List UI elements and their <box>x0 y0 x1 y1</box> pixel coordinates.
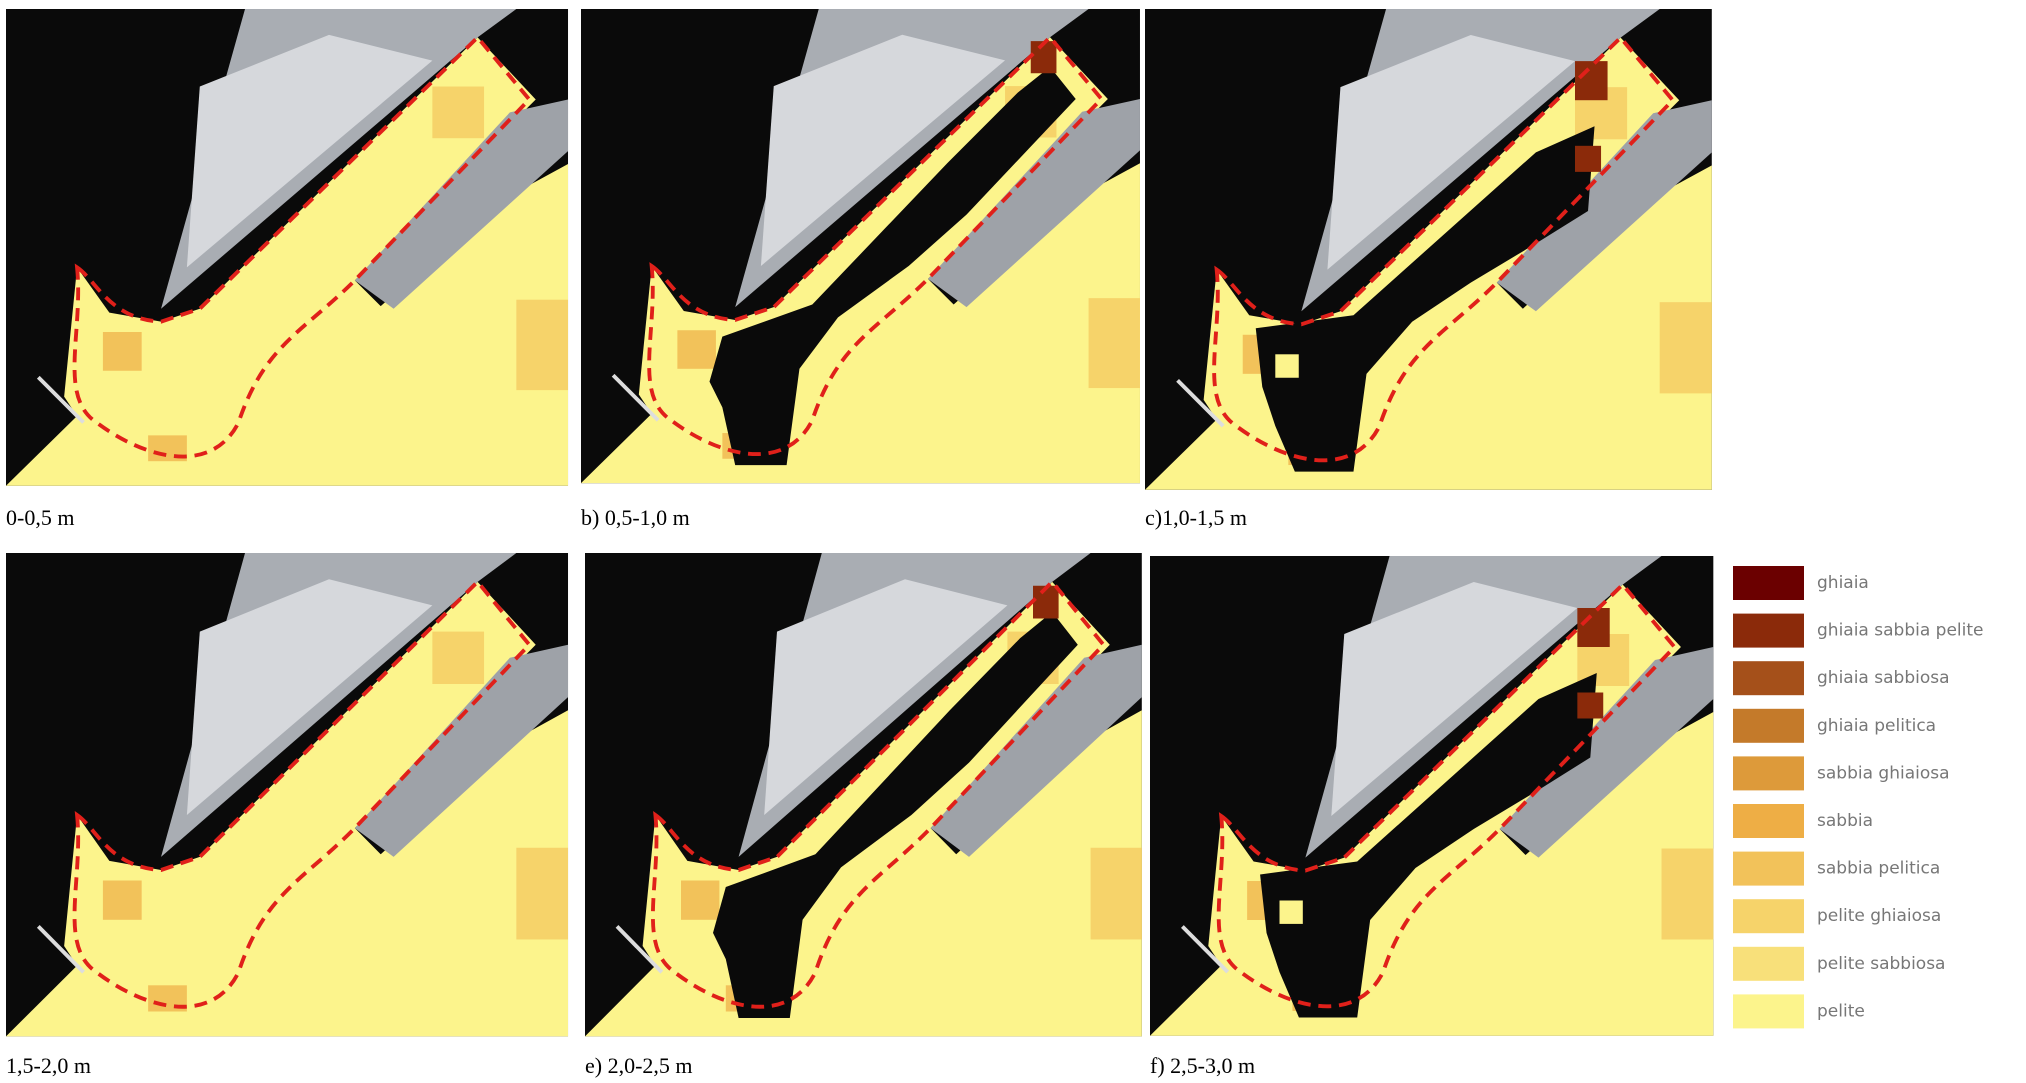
legend-label: sabbia ghiaiosa <box>1817 763 1950 783</box>
legend-label: ghiaia sabbia pelite <box>1817 621 1983 641</box>
legend-swatch <box>1733 947 1804 981</box>
legend-label: sabbia pelitica <box>1817 859 1940 879</box>
caption: 1,5-2,0 m <box>6 1053 91 1079</box>
caption: b) 0,5-1,0 m <box>581 505 690 531</box>
map-panel-a <box>6 9 568 486</box>
map-panel-c <box>1145 9 1712 490</box>
legend-swatch <box>1733 804 1804 838</box>
caption: e) 2,0-2,5 m <box>585 1053 693 1079</box>
legend-swatch <box>1733 566 1804 600</box>
legend-swatch <box>1733 756 1804 790</box>
map-panel-b <box>581 9 1140 483</box>
caption: 0-0,5 m <box>6 505 74 531</box>
legend-label: ghiaia pelitica <box>1817 716 1936 736</box>
legend-swatch <box>1733 661 1804 695</box>
caption: c)1,0-1,5 m <box>1145 505 1247 531</box>
maps: ghiaia ghiaia sabbia pelite ghiaia sabbios… <box>0 0 2026 1083</box>
legend-swatch <box>1733 709 1804 743</box>
legend-swatch <box>1733 899 1804 933</box>
legend-swatch <box>1733 852 1804 886</box>
legend-label: ghiaia <box>1817 573 1869 593</box>
map-panel-e <box>585 553 1142 1036</box>
legend: ghiaia ghiaia sabbia pelite ghiaia sabbios… <box>1733 566 1983 1028</box>
legend-label: pelite <box>1817 1001 1865 1021</box>
legend-swatch <box>1733 994 1804 1028</box>
map-panel-d <box>6 553 568 1036</box>
legend-label: pelite ghiaiosa <box>1817 906 1941 926</box>
legend-swatch <box>1733 614 1804 648</box>
figure: ghiaia ghiaia sabbia pelite ghiaia sabbios… <box>0 0 2026 1083</box>
legend-label: ghiaia sabbiosa <box>1817 668 1950 688</box>
map-panel-f <box>1150 556 1713 1036</box>
legend-label: pelite sabbiosa <box>1817 954 1945 974</box>
legend-label: sabbia <box>1817 811 1873 831</box>
caption: f) 2,5-3,0 m <box>1150 1053 1255 1079</box>
